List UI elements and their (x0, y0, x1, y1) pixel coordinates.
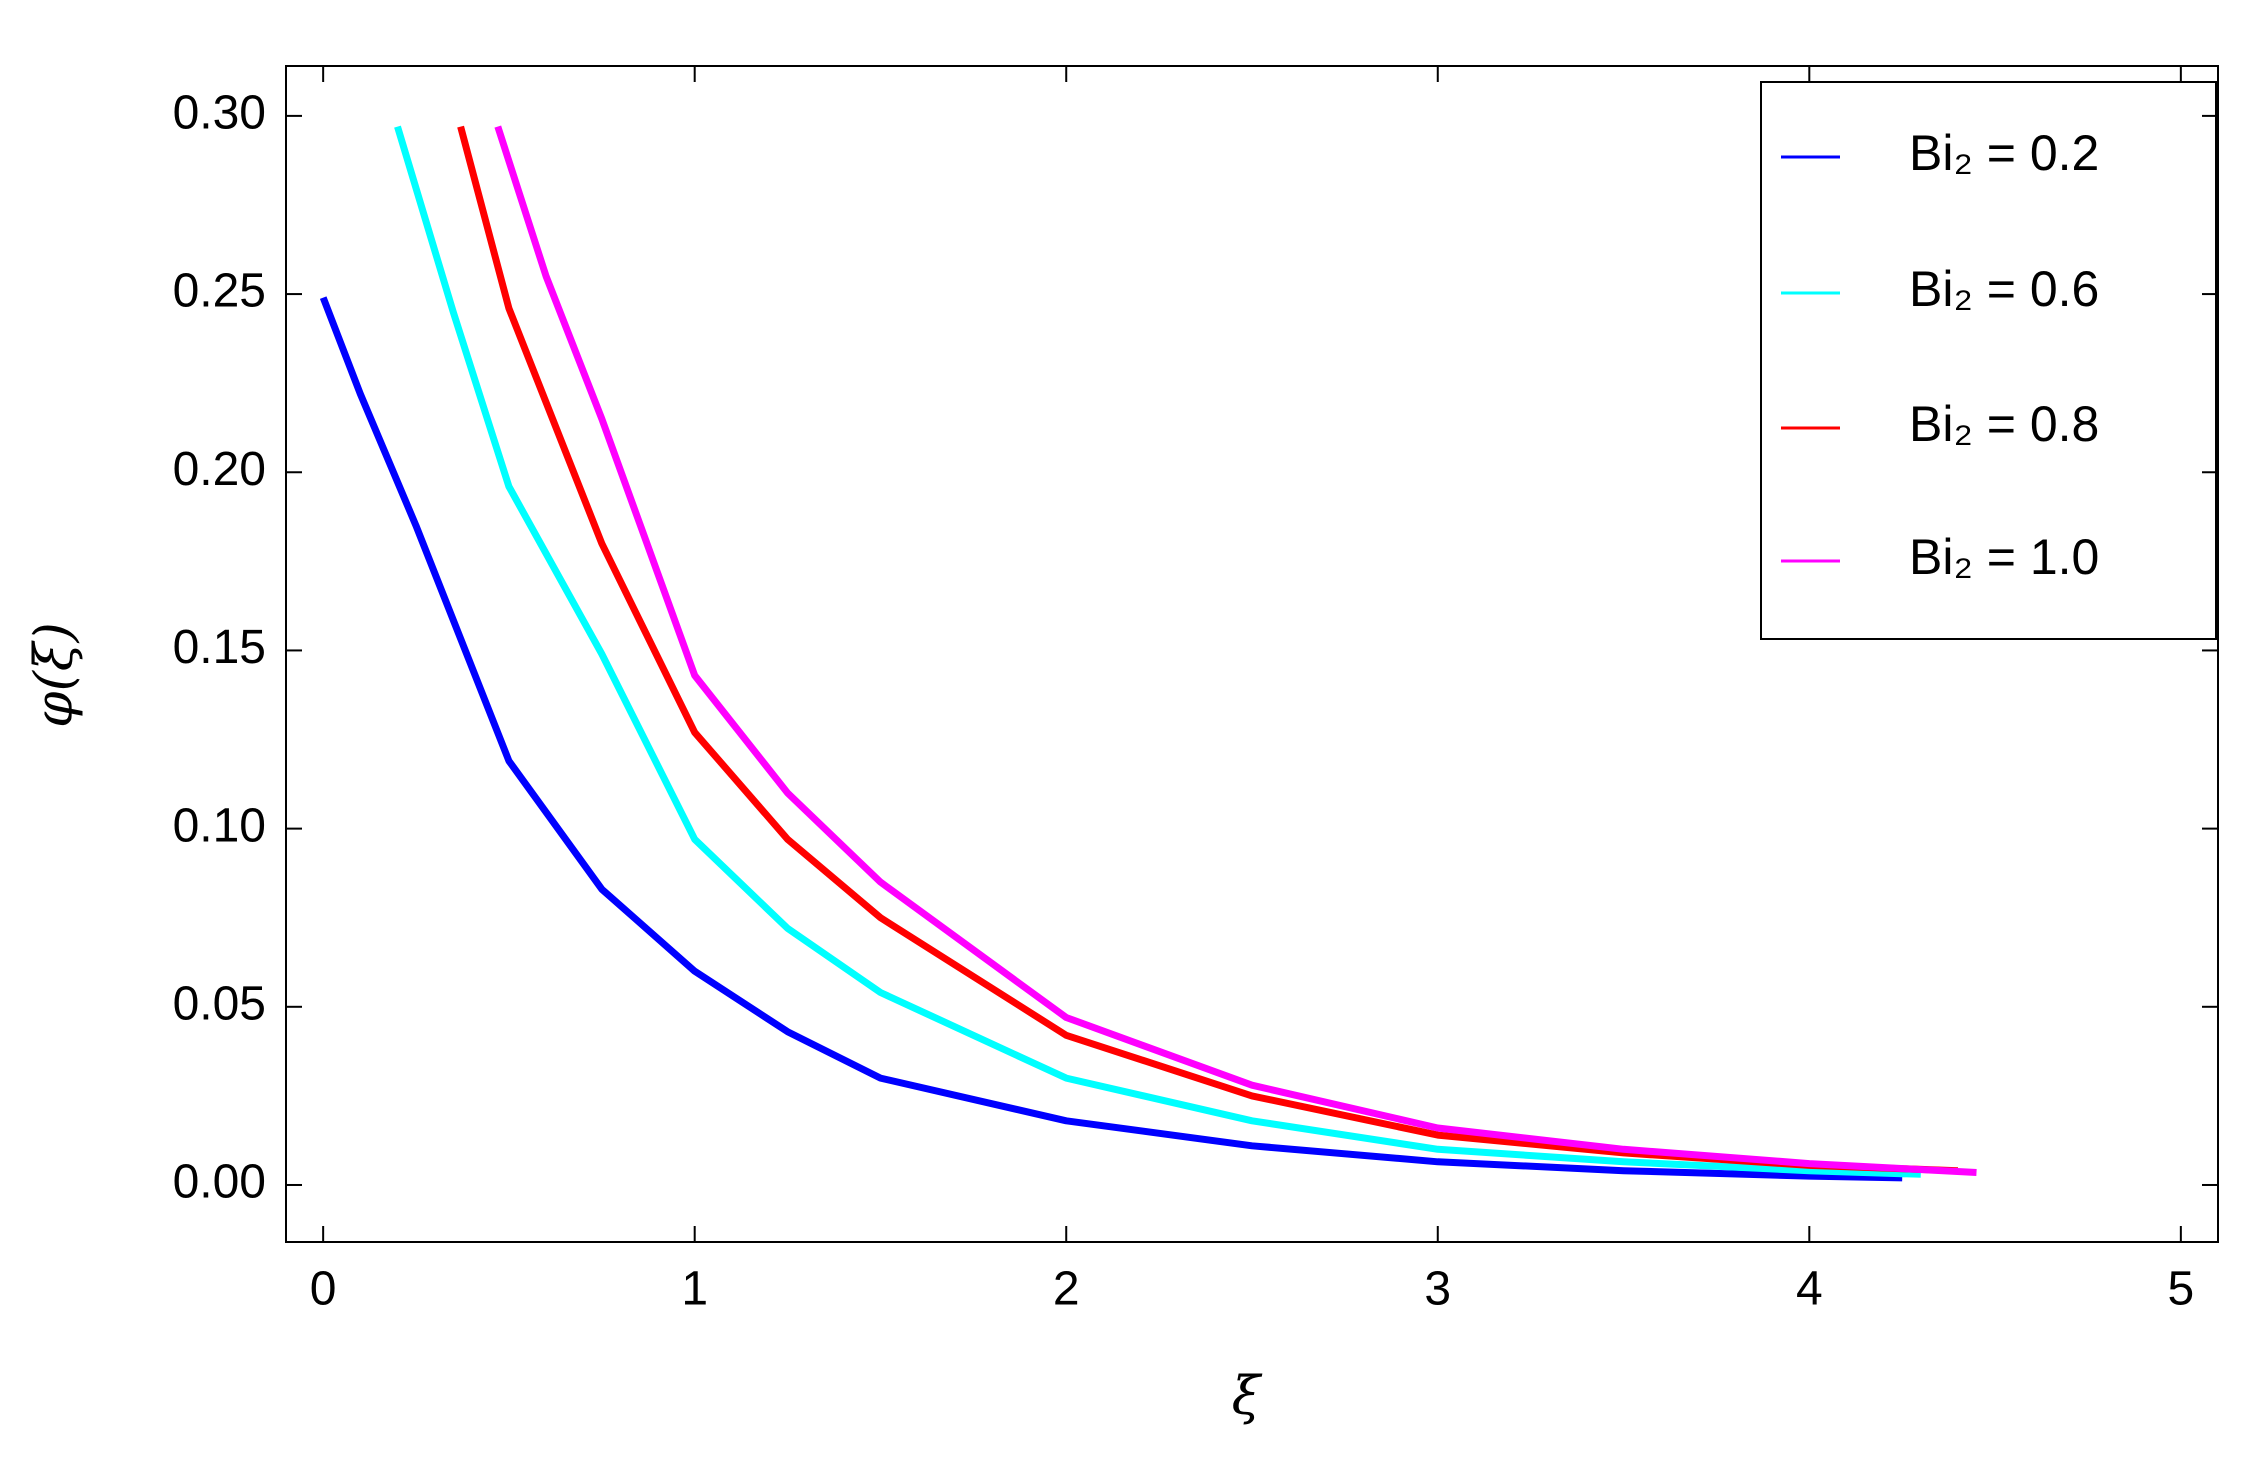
x-tick-label: 4 (1796, 1263, 1823, 1316)
x-tick-label: 5 (2167, 1263, 2194, 1316)
x-tick-label: 0 (310, 1263, 337, 1316)
legend-label: Bi₂ = 0.6 (1909, 261, 2099, 317)
legend-label: Bi₂ = 0.2 (1909, 125, 2099, 181)
y-axis-label: φ(ξ) (25, 622, 85, 728)
y-tick-label: 0.15 (173, 621, 266, 674)
y-tick-label: 0.20 (173, 443, 266, 496)
legend-box (1760, 81, 2217, 640)
series-line (394, 125, 1921, 1178)
legend-label: Bi₂ = 1.0 (1909, 529, 2099, 585)
series-line (319, 296, 1903, 1182)
y-tick-label: 0.10 (173, 799, 266, 852)
y-tick-label: 0.25 (173, 265, 266, 318)
y-tick-label: 0.05 (173, 977, 266, 1030)
y-tick-label: 0.00 (173, 1156, 266, 1209)
x-tick-label: 3 (1424, 1263, 1451, 1316)
legend-label: Bi₂ = 0.8 (1909, 396, 2099, 452)
y-tick-label: 0.30 (173, 87, 266, 140)
x-axis-label: ξ (1232, 1367, 1263, 1427)
series-line (494, 125, 1977, 1176)
x-tick-label: 1 (681, 1263, 708, 1316)
plot-frame (285, 65, 2219, 1243)
x-tick-label: 2 (1053, 1263, 1080, 1316)
